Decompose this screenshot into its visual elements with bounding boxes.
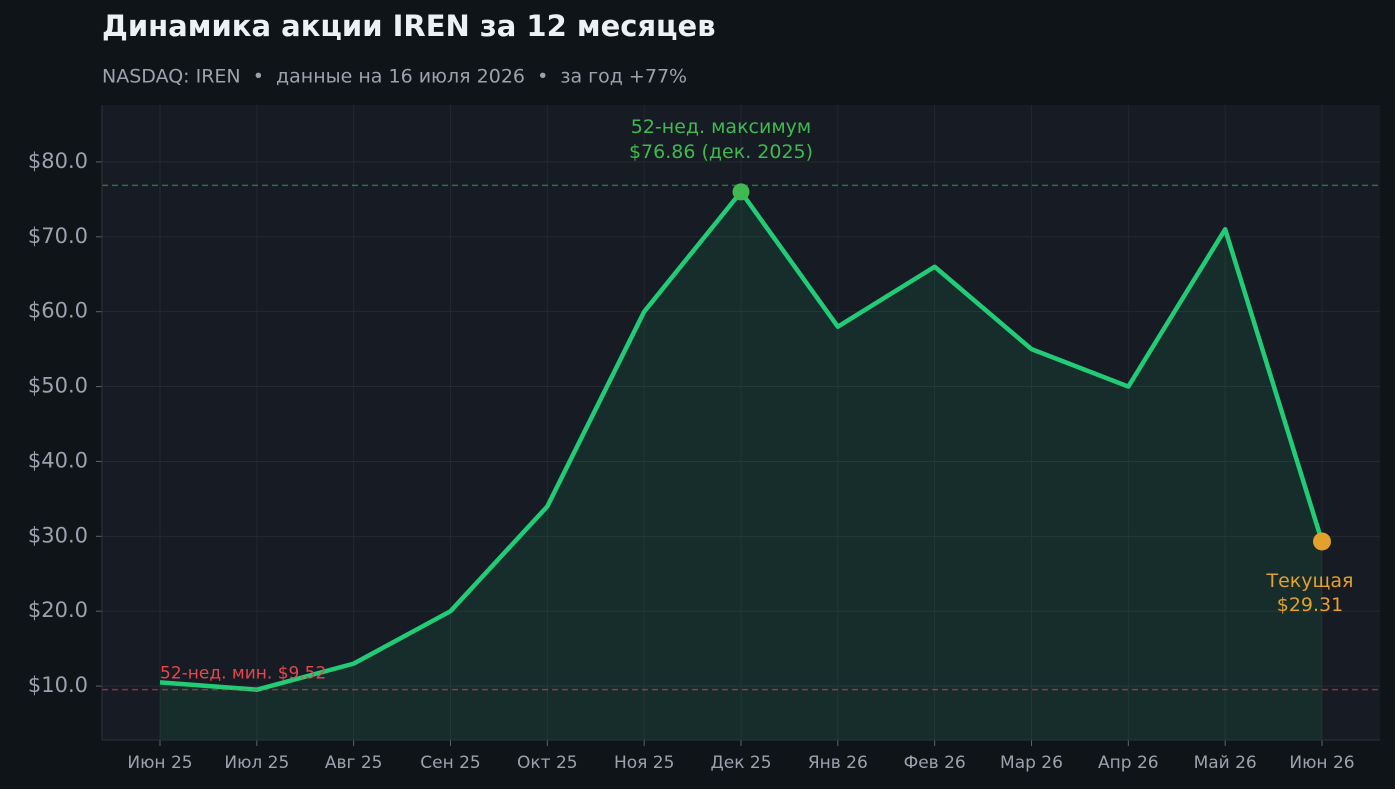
grid	[96, 105, 1380, 746]
current-marker	[1313, 532, 1331, 551]
y-tick-label: $50.0	[28, 374, 88, 398]
x-tick-label: Янв 26	[808, 753, 868, 773]
x-tick-label: Июл 25	[224, 753, 289, 773]
chart-title: Динамика акции IREN за 12 месяцев	[102, 9, 716, 43]
x-tick-label: Май 26	[1194, 753, 1257, 773]
x-tick-label: Авг 25	[325, 753, 383, 773]
x-tick-label: Окт 25	[517, 753, 578, 773]
x-tick-label: Сен 25	[420, 753, 480, 773]
y-tick-label: $60.0	[28, 299, 88, 323]
x-tick-label: Дек 25	[710, 753, 771, 773]
y-tick-label: $70.0	[28, 224, 88, 248]
x-tick-label: Июн 26	[1289, 753, 1354, 773]
x-tick-label: Мар 26	[1000, 753, 1063, 773]
x-tick-label: Апр 26	[1098, 753, 1159, 773]
max-annotation: $76.86 (дек. 2025)	[629, 141, 813, 163]
current-annotation: Текущая	[1266, 570, 1354, 592]
x-tick-label: Ноя 25	[614, 753, 674, 773]
area	[160, 191, 1322, 740]
y-tick-label: $80.0	[28, 149, 88, 173]
max-annotation: 52-нед. максимум	[631, 116, 812, 138]
x-tick-label: Июн 25	[127, 753, 192, 773]
chart-subtitle: NASDAQ: IREN • данные на 16 июля 2026 • …	[102, 66, 687, 88]
y-tick-label: $30.0	[28, 523, 88, 547]
y-tick-label: $40.0	[28, 448, 88, 472]
min-annotation: 52-нед. мин. $9.52	[160, 664, 326, 684]
max-marker	[732, 183, 750, 201]
x-tick-label: Фев 26	[904, 753, 966, 773]
y-tick-label: $10.0	[28, 673, 88, 697]
y-tick-label: $20.0	[28, 598, 88, 622]
current-annotation: $29.31	[1277, 594, 1343, 616]
